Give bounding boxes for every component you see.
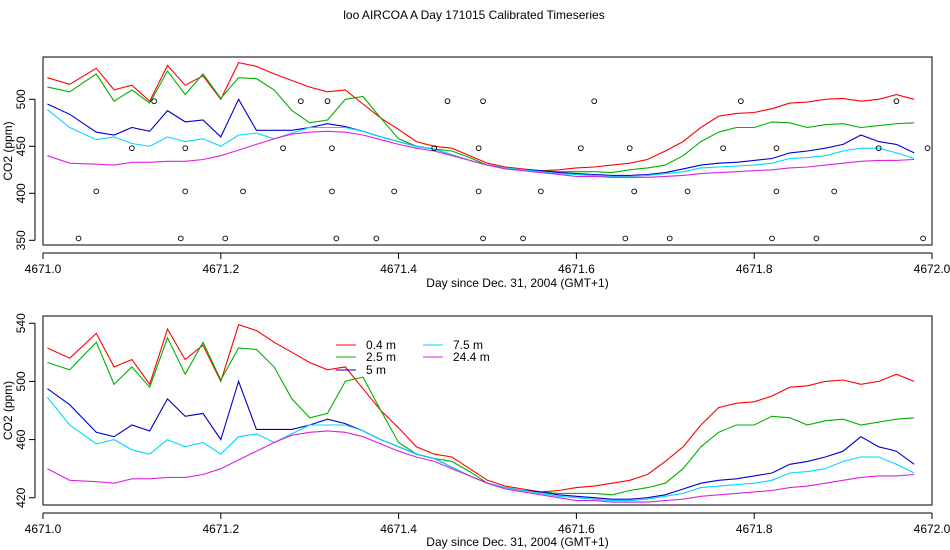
scatter-point <box>631 188 638 195</box>
series-line <box>47 109 915 177</box>
series-line <box>47 70 915 174</box>
y-axis-title: CO2 (ppm) <box>1 121 15 180</box>
scatter-point <box>666 235 673 242</box>
legend-label: 2.5 m <box>366 350 396 364</box>
x-tick-label: 4671.2 <box>202 522 239 536</box>
legend-label: 5 m <box>366 363 386 377</box>
x-tick-label: 4671.6 <box>558 262 595 276</box>
legend-label: 24.4 m <box>453 350 490 364</box>
y-tick-label: 500 <box>14 371 28 391</box>
series-line <box>47 61 915 172</box>
x-tick-label: 4672.0 <box>914 262 950 276</box>
x-tick-label: 4671.2 <box>202 262 239 276</box>
x-tick-label: 4671.0 <box>25 262 62 276</box>
scatter-point <box>240 188 246 195</box>
scatter-point <box>182 145 189 152</box>
legend-label: 7.5 m <box>453 338 483 352</box>
scatter-point <box>577 145 584 152</box>
y-tick-label: 500 <box>14 89 28 109</box>
scatter-point <box>769 235 775 242</box>
plot-frame <box>42 315 933 506</box>
x-tick-label: 4671.8 <box>736 262 773 276</box>
scatter-point <box>773 188 780 195</box>
chart-title: loo AIRCOA A Day 171015 Calibrated Times… <box>343 8 604 22</box>
scatter-point <box>537 188 544 195</box>
scatter-point <box>738 98 744 105</box>
scatter-point <box>591 98 598 105</box>
scatter-point <box>920 235 926 242</box>
x-axis-title: Day since Dec. 31, 2004 (GMT+1) <box>426 535 608 549</box>
scatter-point <box>333 235 340 242</box>
scatter-point <box>373 235 380 242</box>
scatter-point <box>893 98 900 105</box>
scatter-point <box>93 188 100 195</box>
scatter-point <box>480 98 486 105</box>
series-line <box>47 324 915 493</box>
y-tick-label: 420 <box>14 487 28 507</box>
scatter-point <box>280 145 286 152</box>
scatter-point <box>813 235 820 242</box>
scatter-point <box>480 235 486 242</box>
scatter-point <box>329 145 335 152</box>
bottom-panel: 4671.0 4671.2 4671.4 4671.6 4671.8 4672.0 Day … <box>1 313 950 549</box>
series-line <box>47 379 915 500</box>
x-tick-label: 4671.4 <box>380 262 417 276</box>
y-tick-label: 540 <box>14 313 28 333</box>
scatter-point <box>684 188 691 195</box>
scatter-point <box>182 188 189 195</box>
y-tick-label: 400 <box>14 183 28 203</box>
x-tick-label: 4671.0 <box>25 522 62 536</box>
y-tick-label: 350 <box>14 230 28 250</box>
legend-label: 0.4 m <box>366 338 396 352</box>
scatter-point <box>151 98 157 105</box>
scatter-point <box>720 145 726 152</box>
scatter-point <box>177 235 184 242</box>
scatter-point <box>875 145 882 152</box>
scatter-point <box>391 188 398 195</box>
scatter-point <box>129 145 135 152</box>
scatter-point <box>831 188 838 195</box>
scatter-point <box>444 98 451 105</box>
scatter-point <box>329 188 335 195</box>
series-line <box>47 130 915 178</box>
scatter-point <box>324 98 331 105</box>
x-tick-label: 4671.4 <box>380 522 417 536</box>
scatter-point <box>773 145 780 152</box>
x-axis-title: Day since Dec. 31, 2004 (GMT+1) <box>426 276 608 290</box>
x-tick-label: 4671.8 <box>736 522 773 536</box>
series-line <box>47 430 915 503</box>
scatter-point <box>475 145 482 152</box>
scatter-point <box>75 235 82 242</box>
plot-frame <box>42 56 933 246</box>
scatter-point <box>924 145 931 152</box>
scatter-point <box>520 235 526 242</box>
scatter-point <box>626 145 633 152</box>
x-tick-label: 4672.0 <box>914 522 950 536</box>
scatter-point <box>622 235 629 242</box>
x-tick-label: 4671.6 <box>558 522 595 536</box>
scatter-point <box>431 145 438 152</box>
y-tick-label: 450 <box>14 136 28 156</box>
series-line <box>46 397 915 502</box>
scatter-point <box>475 188 482 195</box>
scatter-point <box>222 235 229 242</box>
y-tick-label: 460 <box>14 429 28 449</box>
y-axis-title: CO2 (ppm) <box>1 381 15 440</box>
scatter-point <box>297 98 304 105</box>
series-line <box>47 98 915 176</box>
top-panel: 4671.0 4671.2 4671.4 4671.6 4671.8 4672.0 Day … <box>1 56 950 290</box>
